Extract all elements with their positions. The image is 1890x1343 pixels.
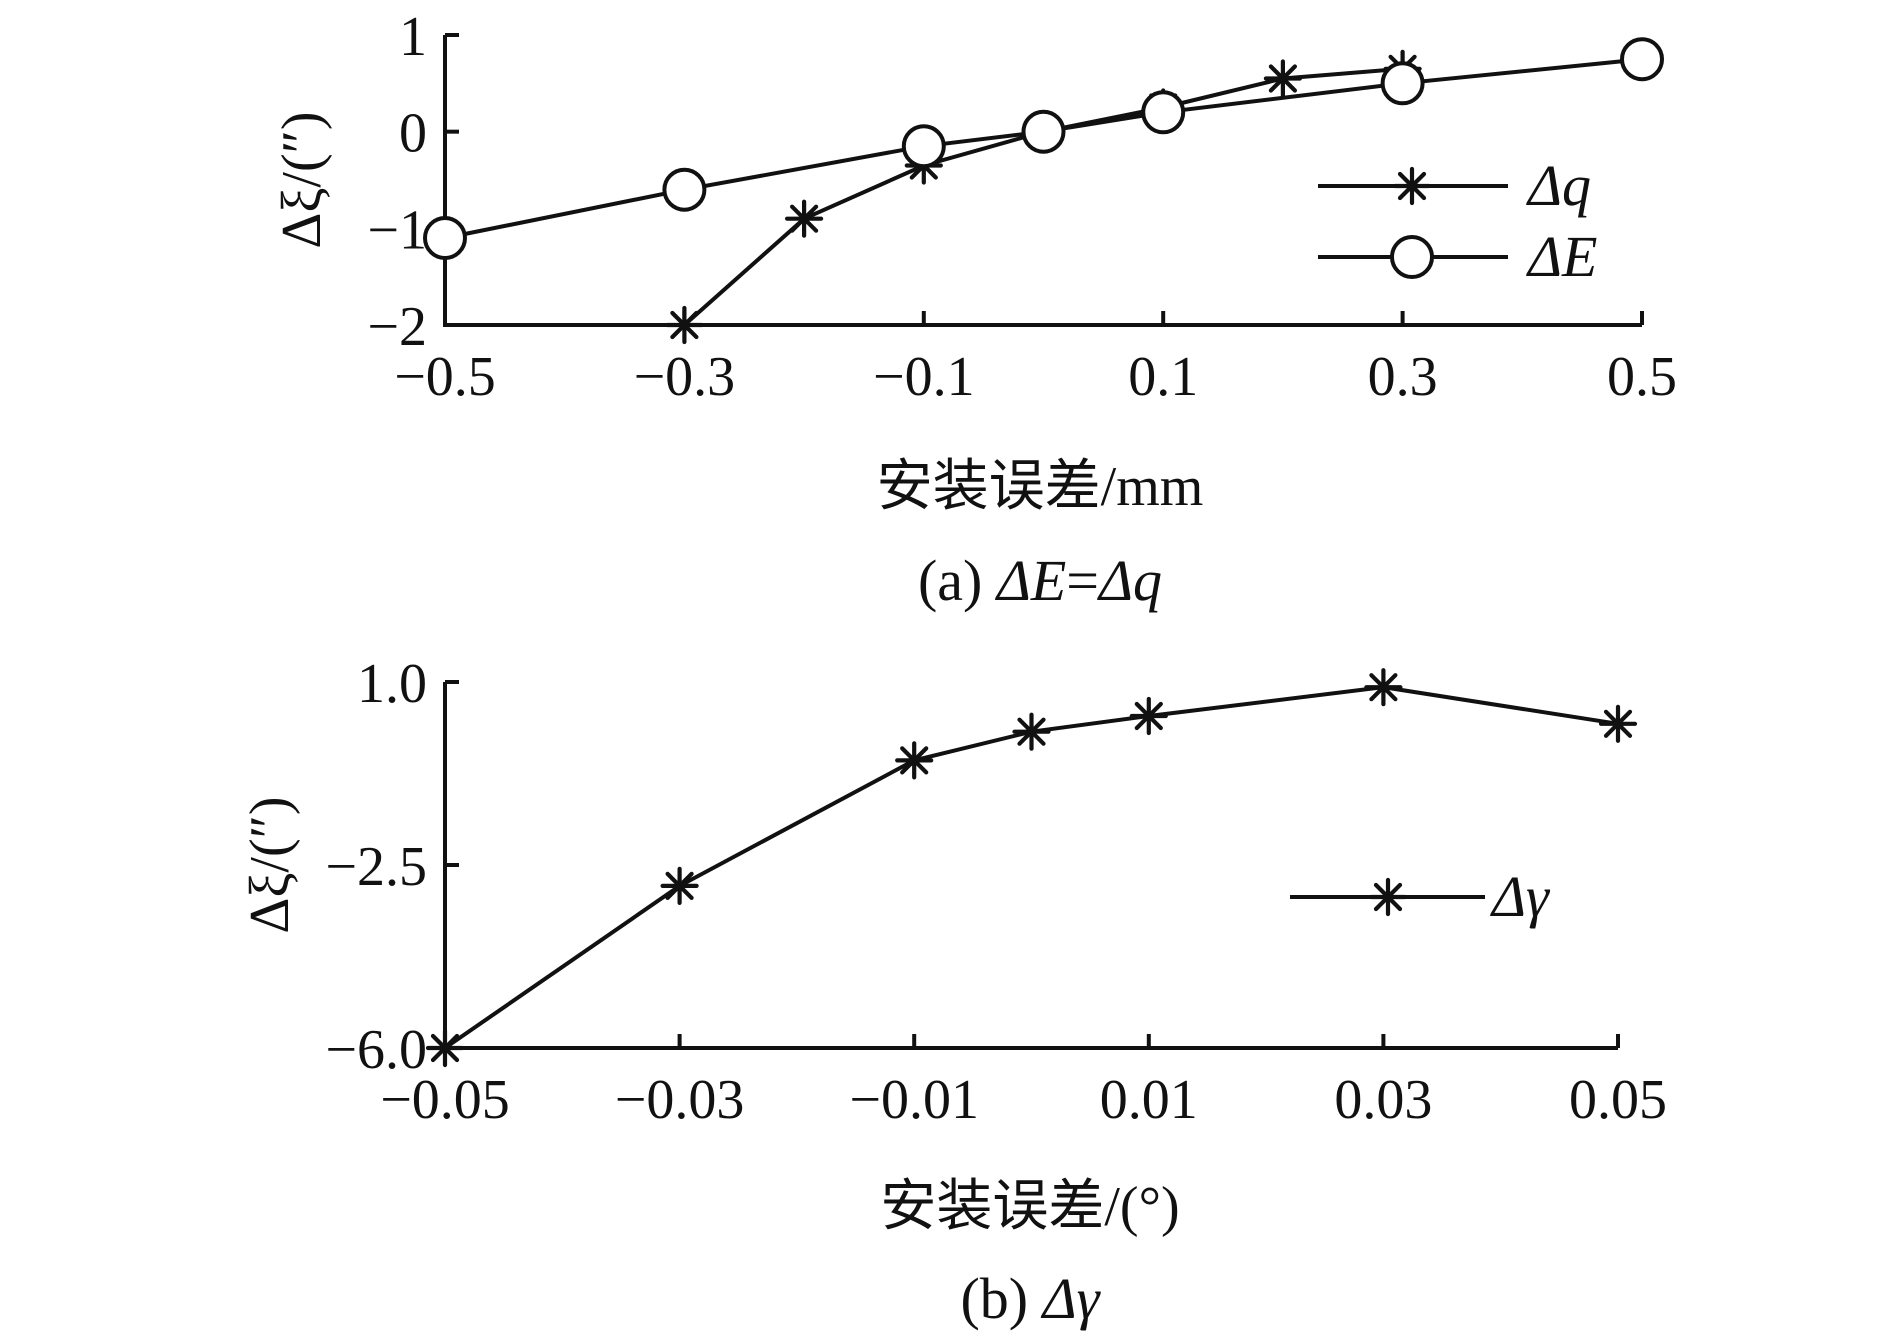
panel-a-series-1-point — [1620, 37, 1664, 82]
legend-dgamma-asterisk-icon — [1368, 877, 1408, 917]
panel-a-tick-labels: −0.5 −0.3 −0.1 0.1 0.3 0.5 1 0 −1 −2 — [367, 6, 1677, 408]
panel-b-y-tick-label: −6.0 — [325, 1019, 427, 1081]
panel-b-legend: Δγ — [1290, 864, 1551, 929]
panel-a-legend: Δq ΔE — [1318, 153, 1597, 289]
panel-a-series-markers — [423, 37, 1664, 345]
chart-panel-a: −0.5 −0.3 −0.1 0.1 0.3 0.5 1 0 −1 −2 Δξ/(″) 安装误差/… — [271, 6, 1677, 613]
panel-b-series-0-point — [1129, 696, 1168, 736]
panel-a-x-tick-label: 0.5 — [1607, 346, 1677, 408]
panel-a-x-tick-label: −0.1 — [873, 346, 975, 408]
panel-a-x-tick-label: −0.5 — [394, 346, 496, 408]
panel-a-y-tick-label: 1 — [399, 6, 427, 68]
legend-entry-dgamma: Δγ — [1290, 864, 1551, 929]
legend-entry-de: ΔE — [1318, 224, 1597, 289]
panel-a-y-tick-label: −2 — [367, 296, 427, 358]
panel-b-y-axis-title: Δξ/(″) — [239, 796, 301, 933]
panel-b-series-0-point — [660, 866, 699, 906]
panel-a-series-1-point — [1021, 109, 1066, 154]
panel-b-caption-prefix: (b) — [960, 1266, 1042, 1331]
panel-b-x-tick-label: −0.05 — [380, 1069, 510, 1131]
legend-entry-dq: Δq — [1318, 153, 1591, 218]
panel-a-caption-eq: = — [1066, 548, 1099, 613]
panel-a-x-tick-label: 0.1 — [1128, 346, 1198, 408]
panel-a-xlabel: 安装误差/mm — [877, 456, 1204, 518]
panel-b-series-0-point — [1364, 668, 1403, 707]
panel-a-y-tick-label: 0 — [399, 103, 427, 165]
legend-de-circle-icon — [1390, 235, 1434, 279]
panel-a-x-tick-label: −0.3 — [634, 346, 736, 408]
panel-a-series-0-line — [683, 66, 1403, 327]
panel-b-x-tick-label: 0.05 — [1569, 1069, 1667, 1131]
panel-b-caption-dgamma: Δγ — [1041, 1266, 1102, 1331]
panel-b-y-tick-label: 1.0 — [357, 653, 427, 715]
panel-b-series-0-point — [425, 1028, 465, 1068]
panel-a-x-tick-label: 0.3 — [1368, 346, 1438, 408]
panel-a-caption-dq: Δq — [1097, 548, 1162, 613]
legend-dq-asterisk-icon — [1392, 166, 1432, 206]
panel-a-series-1-point — [1380, 61, 1425, 106]
chart-panel-b: −0.05 −0.03 −0.01 0.01 0.03 0.05 1.0 −2.5 −6.0 Δ… — [239, 653, 1667, 1331]
panel-b-series-markers — [425, 668, 1638, 1068]
panel-a-series-1-point — [901, 124, 946, 169]
legend-dgamma-label: Δγ — [1490, 864, 1551, 929]
panel-b-series-0-point — [895, 741, 934, 780]
panel-b-x-tick-label: 0.01 — [1100, 1069, 1198, 1131]
panel-a-series-0-point — [1263, 59, 1303, 98]
panel-a-caption-prefix: (a) — [918, 548, 997, 613]
panel-a-series-1-point — [423, 216, 467, 260]
panel-b-ylabel: Δξ/(″) — [239, 796, 301, 933]
panel-a-y-tick-label: −1 — [367, 199, 427, 261]
panel-b-xlabel: 安装误差/(°) — [880, 1176, 1179, 1238]
panel-a-caption: (a) ΔE=Δq — [918, 548, 1162, 613]
panel-b-x-tick-label: −0.03 — [615, 1069, 745, 1131]
panel-b-series-0-point — [1598, 704, 1638, 743]
panel-a-series-lines — [444, 57, 1643, 327]
panel-b-tick-labels: −0.05 −0.03 −0.01 0.01 0.03 0.05 1.0 −2.5 −6.0 — [325, 653, 1667, 1131]
legend-dq-label: Δq — [1526, 153, 1591, 218]
panel-a-series-1-point — [1141, 90, 1186, 135]
panel-a-y-axis-title: Δξ/(″) — [271, 111, 333, 248]
panel-b-y-tick-label: −2.5 — [325, 836, 427, 898]
panel-a-series-0-point — [784, 199, 824, 238]
panel-a-caption-de: ΔE — [995, 548, 1066, 613]
panel-a-ylabel: Δξ/(″) — [271, 111, 333, 248]
legend-de-label: ΔE — [1526, 224, 1597, 289]
panel-b-x-tick-label: −0.01 — [849, 1069, 979, 1131]
panel-a-series-1-point — [662, 167, 707, 212]
panel-b-series-0-point — [1012, 712, 1051, 751]
panel-b-caption: (b) Δγ — [960, 1266, 1101, 1331]
panel-a-series-0-point — [665, 305, 704, 345]
panel-b-x-tick-label: 0.03 — [1334, 1069, 1432, 1131]
